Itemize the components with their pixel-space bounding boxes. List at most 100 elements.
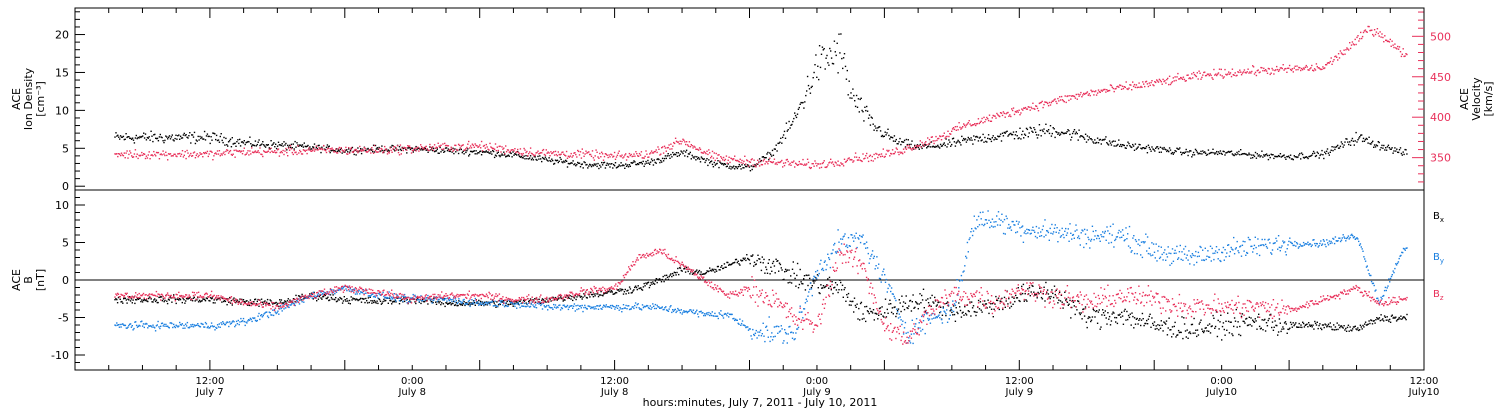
velocity-point [754, 165, 756, 167]
density-point [986, 141, 988, 143]
density-point [1158, 151, 1161, 153]
bx-point [679, 267, 682, 269]
by-point [436, 300, 439, 303]
bx-point [1244, 322, 1246, 324]
density-point [384, 149, 386, 152]
density-point [845, 78, 848, 80]
velocity-point [1192, 71, 1195, 74]
bx-point [352, 297, 354, 299]
density-point [330, 150, 332, 152]
bx-point [834, 282, 837, 284]
velocity-point [812, 163, 814, 165]
density-point [1147, 144, 1150, 146]
velocity-point [805, 164, 807, 166]
by-point [270, 314, 272, 316]
density-point [195, 139, 197, 141]
density-point [349, 150, 352, 152]
density-point [1081, 135, 1083, 137]
density-point [1059, 133, 1062, 135]
by-point [216, 324, 219, 326]
by-point [514, 305, 516, 308]
density-point [576, 163, 578, 166]
density-point [862, 111, 864, 113]
velocity-point [292, 153, 294, 156]
density-point [395, 147, 397, 149]
velocity-point [452, 150, 454, 152]
bx-point [1342, 327, 1344, 329]
bx-point [1120, 316, 1122, 318]
by-point [248, 319, 251, 321]
density-point [338, 150, 341, 152]
velocity-point [511, 149, 513, 151]
bx-point [1196, 335, 1198, 338]
density-point [618, 164, 620, 166]
velocity-point [604, 153, 607, 155]
bx-point [381, 302, 383, 304]
velocity-point [1264, 70, 1266, 72]
bx-point [1088, 316, 1090, 318]
by-point [604, 306, 607, 308]
density-point [1080, 135, 1082, 137]
bx-point [1221, 325, 1224, 328]
bx-point [913, 307, 915, 309]
bx-point [461, 304, 464, 306]
velocity-point [1312, 70, 1315, 72]
density-point [122, 135, 125, 138]
velocity-point [857, 159, 860, 161]
bx-point [435, 301, 437, 303]
velocity-point [1155, 81, 1157, 84]
density-point [1317, 152, 1319, 155]
velocity-point [1087, 94, 1089, 96]
bx-point [544, 300, 546, 302]
by-point [290, 304, 292, 306]
by-point [297, 301, 299, 303]
velocity-point [183, 154, 185, 156]
density-point [298, 145, 300, 147]
bx-point [703, 273, 706, 275]
bx-point [1121, 315, 1124, 317]
bx-point [732, 262, 734, 264]
density-point [382, 149, 384, 152]
velocity-point [195, 154, 197, 157]
velocity-point [363, 147, 366, 149]
density-point [838, 33, 840, 35]
density-point [562, 161, 564, 164]
velocity-point [1100, 89, 1102, 91]
velocity-point [1187, 74, 1189, 76]
density-point [261, 143, 263, 145]
bx-point [642, 286, 645, 288]
bx-point [1275, 324, 1277, 327]
bx-point [123, 298, 125, 300]
velocity-point [437, 142, 439, 144]
velocity-point [434, 147, 437, 149]
by-point [399, 297, 401, 299]
bx-point [1298, 322, 1300, 325]
velocity-point [287, 155, 289, 157]
density-point [791, 123, 793, 126]
by-point [384, 297, 386, 299]
bx-point [728, 263, 731, 266]
bx-point [372, 301, 375, 304]
by-point [450, 299, 452, 301]
density-point [1228, 150, 1230, 153]
velocity-point [717, 154, 719, 156]
density-point [1387, 144, 1390, 146]
velocity-point [783, 164, 786, 167]
velocity-point [883, 156, 885, 158]
velocity-point [159, 153, 161, 156]
density-point [470, 150, 473, 153]
density-point [730, 168, 732, 170]
bx-point [923, 307, 925, 309]
density-point [281, 143, 283, 145]
density-point [244, 143, 246, 146]
velocity-point [744, 155, 746, 157]
velocity-point [267, 150, 269, 152]
by-point [327, 291, 329, 293]
by-point [320, 291, 322, 294]
velocity-point [530, 152, 533, 155]
density-point [1208, 152, 1210, 155]
density-point [1193, 154, 1196, 156]
density-point [589, 164, 592, 166]
bx-point [1222, 322, 1225, 324]
by-point [346, 289, 348, 292]
